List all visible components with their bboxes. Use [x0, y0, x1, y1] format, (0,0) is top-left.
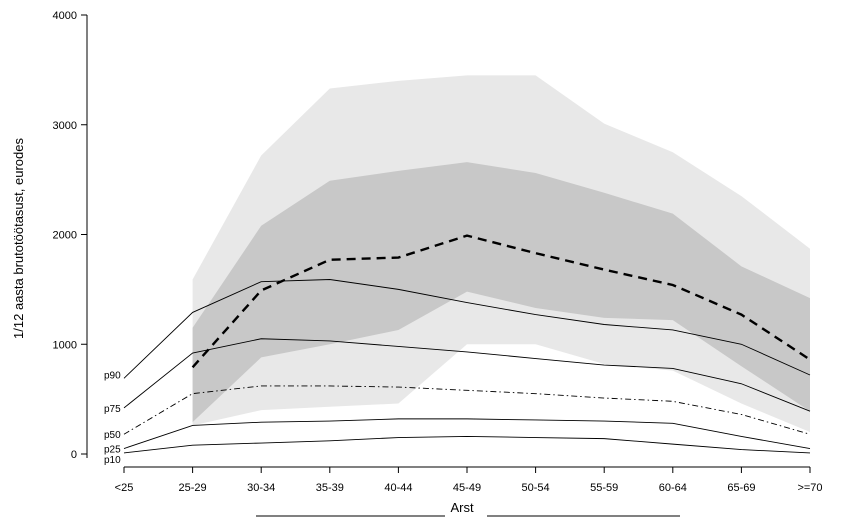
label-p25: p25: [104, 445, 121, 456]
line-p25: [123, 418, 811, 449]
inner-band: [192, 162, 811, 423]
x-tick-label: 60-64: [659, 482, 687, 494]
x-tick-label: 55-59: [590, 482, 618, 494]
arst-line: [191, 234, 811, 369]
line-p90: [123, 279, 811, 379]
y-tick-label: 3000: [53, 120, 77, 132]
x-tick-label: <25: [115, 482, 134, 494]
y-tick-label: 0: [71, 449, 77, 461]
y-tick-label: 2000: [53, 230, 77, 242]
label-p75: p75: [104, 404, 121, 415]
line-p50: [123, 385, 811, 435]
x-tick-label: 45-49: [453, 482, 481, 494]
x-tick-label: >=70: [797, 482, 822, 494]
label-p50: p50: [104, 430, 121, 441]
label-p90: p90: [104, 370, 121, 381]
percentile-lines: [123, 279, 811, 454]
line-p75: [123, 338, 811, 412]
line-p10: [123, 435, 811, 454]
arst-median-line: [191, 234, 811, 369]
x-tick-label: 35-39: [316, 482, 344, 494]
x-tick-label: 65-69: [727, 482, 755, 494]
x-tick-label: 30-34: [247, 482, 275, 494]
x-tick-label: 50-54: [522, 482, 550, 494]
arst-percentile-bands: [192, 75, 811, 433]
x-axis-title: Arst: [450, 500, 474, 515]
axes: 0 1000 2000 3000 4000 <25 25-29 30-34 35-39 40-44…: [53, 10, 823, 494]
label-p10: p10: [104, 455, 121, 466]
x-tick-label: 25-29: [179, 482, 207, 494]
y-axis-title: 1/12 aasta brutotöötasust, eurodes: [11, 138, 26, 339]
y-tick-label: 1000: [53, 339, 77, 351]
x-tick-label: 40-44: [384, 482, 412, 494]
y-tick-label: 4000: [53, 10, 77, 22]
